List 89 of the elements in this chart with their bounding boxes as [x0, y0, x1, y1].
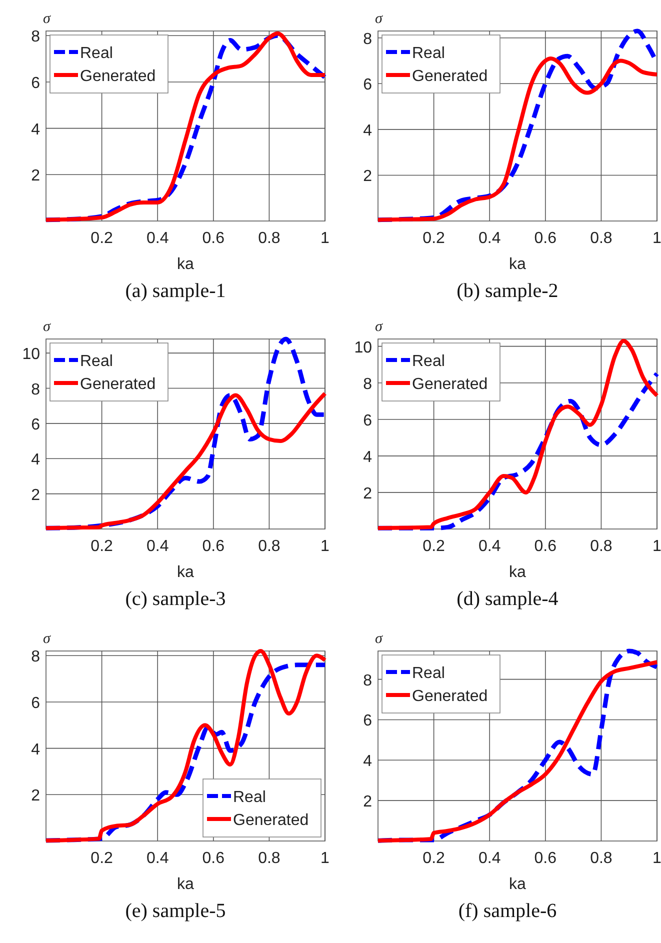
x-tick-label: 0.6 [534, 538, 557, 555]
x-tick-label: 0.8 [590, 538, 612, 555]
y-tick-label: 4 [31, 741, 40, 758]
y-tick-label: 8 [363, 30, 372, 48]
y-tick-label: 4 [363, 122, 372, 140]
legend-label: Real [412, 665, 445, 682]
y-tick-label: 2 [363, 794, 372, 811]
legend-label: Real [80, 45, 113, 62]
y-tick-label: 6 [31, 416, 40, 434]
legend-label: Real [412, 45, 445, 62]
y-tick-label: 6 [363, 76, 372, 94]
y-tick-label: 10 [22, 346, 40, 364]
x-tick-label: 0.8 [590, 850, 612, 867]
x-tick-label: 0.2 [90, 230, 114, 247]
legend-label: Generated [412, 688, 488, 705]
x-tick-label: 1 [652, 538, 661, 555]
x-tick-label: 1 [652, 230, 661, 247]
x-tick-label: 1 [320, 850, 330, 867]
line-series [376, 338, 659, 530]
y-axis-title: σ [375, 11, 383, 27]
text: (c) sample-3 [125, 588, 226, 610]
y-tick-label: 6 [31, 694, 40, 712]
text: (f) sample-6 [458, 900, 557, 922]
x-tick-label: 0.2 [90, 538, 114, 555]
y-tick-label: 4 [31, 452, 40, 469]
y-tick-label: 2 [31, 168, 40, 185]
x-tick-label: 0.6 [202, 230, 225, 247]
y-tick-label: 8 [31, 28, 40, 46]
x-tick-label: 1 [652, 850, 661, 867]
legend-label: Generated [80, 376, 156, 393]
x-axis-title: ka [177, 564, 194, 581]
x-tick-label: 0.2 [422, 230, 446, 247]
legend-label: Real [233, 789, 266, 806]
x-tick-label: 0.4 [146, 230, 169, 247]
legend-label: Generated [412, 376, 488, 393]
legend-label: Real [80, 353, 113, 370]
text: (e) sample-5 [125, 900, 226, 922]
y-tick-label: 8 [31, 381, 40, 398]
legend-label: Real [412, 353, 445, 370]
text: (d) sample-4 [456, 588, 558, 610]
y-tick-label: 4 [363, 753, 372, 770]
y-axis-title: σ [43, 319, 51, 335]
x-tick-label: 0.4 [146, 538, 169, 555]
y-axis-title: σ [375, 319, 383, 335]
y-tick-label: 6 [363, 412, 372, 430]
y-tick-label: 8 [31, 648, 40, 666]
x-tick-label: 0.4 [146, 850, 169, 867]
legend-label: Generated [412, 68, 488, 85]
x-tick-label: 0.8 [258, 538, 280, 555]
x-tick-label: 0.4 [478, 230, 501, 247]
y-tick-label: 10 [354, 339, 372, 356]
y-tick-label: 4 [31, 121, 40, 138]
x-tick-label: 0.4 [478, 538, 501, 555]
x-tick-label: 0.8 [590, 230, 612, 247]
y-tick-label: 8 [363, 672, 372, 690]
x-tick-label: 0.2 [422, 538, 446, 555]
x-tick-label: 0.6 [534, 230, 557, 247]
y-tick-label: 2 [363, 485, 372, 502]
y-tick-label: 4 [363, 448, 372, 466]
y-tick-label: 8 [363, 376, 372, 393]
y-tick-label: 2 [31, 486, 40, 504]
x-axis-title: ka [177, 876, 194, 893]
x-tick-label: 0.6 [202, 538, 225, 555]
line-series [44, 392, 327, 530]
x-tick-label: 0.6 [202, 850, 225, 867]
x-tick-label: 0.6 [534, 850, 557, 867]
x-axis-title: ka [509, 876, 526, 893]
y-tick-label: 2 [31, 788, 40, 805]
x-tick-label: 0.2 [422, 850, 446, 867]
x-tick-label: 0.2 [90, 850, 114, 867]
x-tick-label: 1 [320, 230, 330, 247]
x-axis-title: ka [509, 564, 526, 581]
x-axis-title: ka [509, 256, 526, 273]
x-axis-title: ka [177, 256, 194, 273]
x-tick-label: 0.8 [258, 850, 280, 867]
legend-label: Generated [80, 68, 156, 85]
line-series [44, 336, 328, 530]
y-tick-label: 2 [363, 168, 372, 186]
y-axis-title: σ [375, 631, 383, 647]
y-tick-label: 6 [363, 712, 372, 730]
y-axis-title: σ [43, 11, 51, 27]
y-axis-title: σ [43, 631, 51, 647]
legend-label: Generated [233, 812, 309, 829]
x-tick-label: 1 [320, 538, 330, 555]
y-tick-label: 6 [31, 74, 40, 92]
text: (b) sample-2 [456, 280, 558, 302]
text: (a) sample-1 [125, 280, 226, 302]
x-tick-label: 0.4 [478, 850, 501, 867]
x-tick-label: 0.8 [258, 230, 280, 247]
